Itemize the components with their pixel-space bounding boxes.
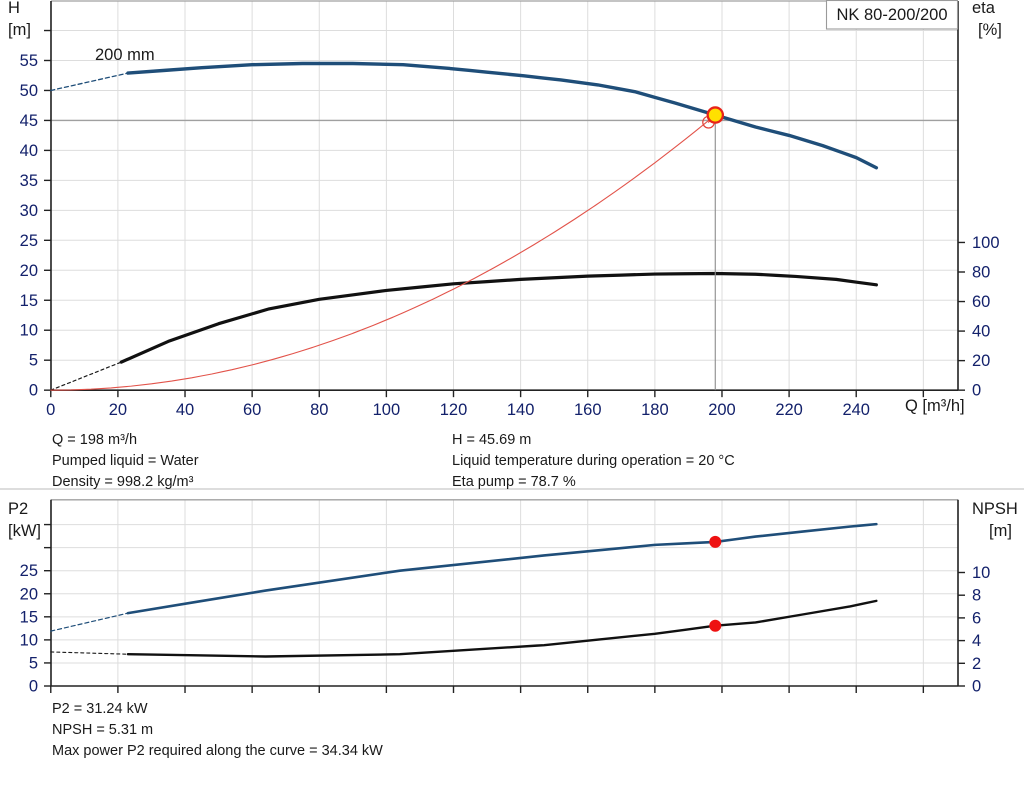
svg-text:[kW]: [kW] — [8, 522, 41, 540]
svg-text:5: 5 — [29, 352, 38, 370]
svg-text:0: 0 — [46, 401, 55, 419]
svg-text:8: 8 — [972, 587, 981, 605]
svg-text:160: 160 — [574, 401, 602, 419]
svg-text:10: 10 — [972, 564, 990, 582]
svg-text:Eta pump = 78.7 %: Eta pump = 78.7 % — [452, 474, 576, 490]
svg-text:40: 40 — [972, 323, 990, 341]
svg-text:60: 60 — [243, 401, 261, 419]
svg-text:6: 6 — [972, 609, 981, 627]
svg-text:180: 180 — [641, 401, 669, 419]
svg-text:80: 80 — [972, 264, 990, 282]
svg-text:200: 200 — [708, 401, 736, 419]
svg-text:[m]: [m] — [8, 21, 31, 39]
svg-text:Density = 998.2 kg/m³: Density = 998.2 kg/m³ — [52, 474, 194, 490]
svg-text:P2 = 31.24 kW: P2 = 31.24 kW — [52, 701, 148, 717]
svg-text:40: 40 — [176, 401, 194, 419]
svg-text:P2: P2 — [8, 500, 28, 518]
svg-text:20: 20 — [972, 352, 990, 370]
svg-text:80: 80 — [310, 401, 328, 419]
svg-text:25: 25 — [20, 232, 38, 250]
svg-text:10: 10 — [20, 631, 38, 649]
svg-text:NK 80-200/200: NK 80-200/200 — [837, 6, 948, 24]
svg-text:45: 45 — [20, 112, 38, 130]
svg-text:30: 30 — [20, 202, 38, 220]
svg-text:[%]: [%] — [978, 21, 1002, 39]
svg-text:Q = 198 m³/h: Q = 198 m³/h — [52, 432, 137, 448]
svg-text:20: 20 — [109, 401, 127, 419]
svg-text:2: 2 — [972, 655, 981, 673]
svg-text:20: 20 — [20, 585, 38, 603]
svg-text:Pumped liquid = Water: Pumped liquid = Water — [52, 453, 199, 469]
svg-text:4: 4 — [972, 632, 981, 650]
svg-text:55: 55 — [20, 52, 38, 70]
svg-text:140: 140 — [507, 401, 535, 419]
svg-text:Q [m³/h]: Q [m³/h] — [905, 397, 965, 415]
svg-text:60: 60 — [972, 293, 990, 311]
svg-text:40: 40 — [20, 142, 38, 160]
svg-text:35: 35 — [20, 172, 38, 190]
svg-text:240: 240 — [842, 401, 870, 419]
svg-text:50: 50 — [20, 82, 38, 100]
svg-text:15: 15 — [20, 292, 38, 310]
svg-text:0: 0 — [972, 382, 981, 400]
svg-text:120: 120 — [440, 401, 468, 419]
svg-text:20: 20 — [20, 262, 38, 280]
svg-text:15: 15 — [20, 608, 38, 626]
svg-text:NPSH = 5.31 m: NPSH = 5.31 m — [52, 722, 153, 738]
svg-text:[m]: [m] — [989, 522, 1012, 540]
svg-text:0: 0 — [29, 678, 38, 696]
svg-text:100: 100 — [373, 401, 401, 419]
svg-text:25: 25 — [20, 562, 38, 580]
svg-text:eta: eta — [972, 0, 996, 17]
svg-text:220: 220 — [775, 401, 803, 419]
svg-text:100: 100 — [972, 234, 1000, 252]
svg-text:0: 0 — [29, 382, 38, 400]
svg-text:Max power P2 required along th: Max power P2 required along the curve = … — [52, 743, 383, 759]
svg-text:0: 0 — [972, 678, 981, 696]
svg-text:Liquid temperature during oper: Liquid temperature during operation = 20… — [452, 453, 735, 469]
svg-text:NPSH: NPSH — [972, 500, 1018, 518]
svg-text:200 mm: 200 mm — [95, 46, 155, 64]
svg-text:H = 45.69 m: H = 45.69 m — [452, 432, 531, 448]
svg-text:H: H — [8, 0, 20, 17]
svg-text:10: 10 — [20, 322, 38, 340]
svg-text:5: 5 — [29, 654, 38, 672]
